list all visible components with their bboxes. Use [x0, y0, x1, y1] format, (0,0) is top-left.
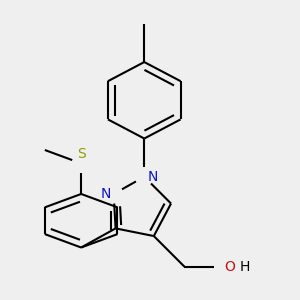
Text: N: N: [147, 170, 158, 184]
Text: S: S: [77, 148, 85, 161]
Text: N: N: [100, 187, 111, 201]
Text: H: H: [240, 260, 250, 274]
Text: O: O: [225, 260, 236, 274]
